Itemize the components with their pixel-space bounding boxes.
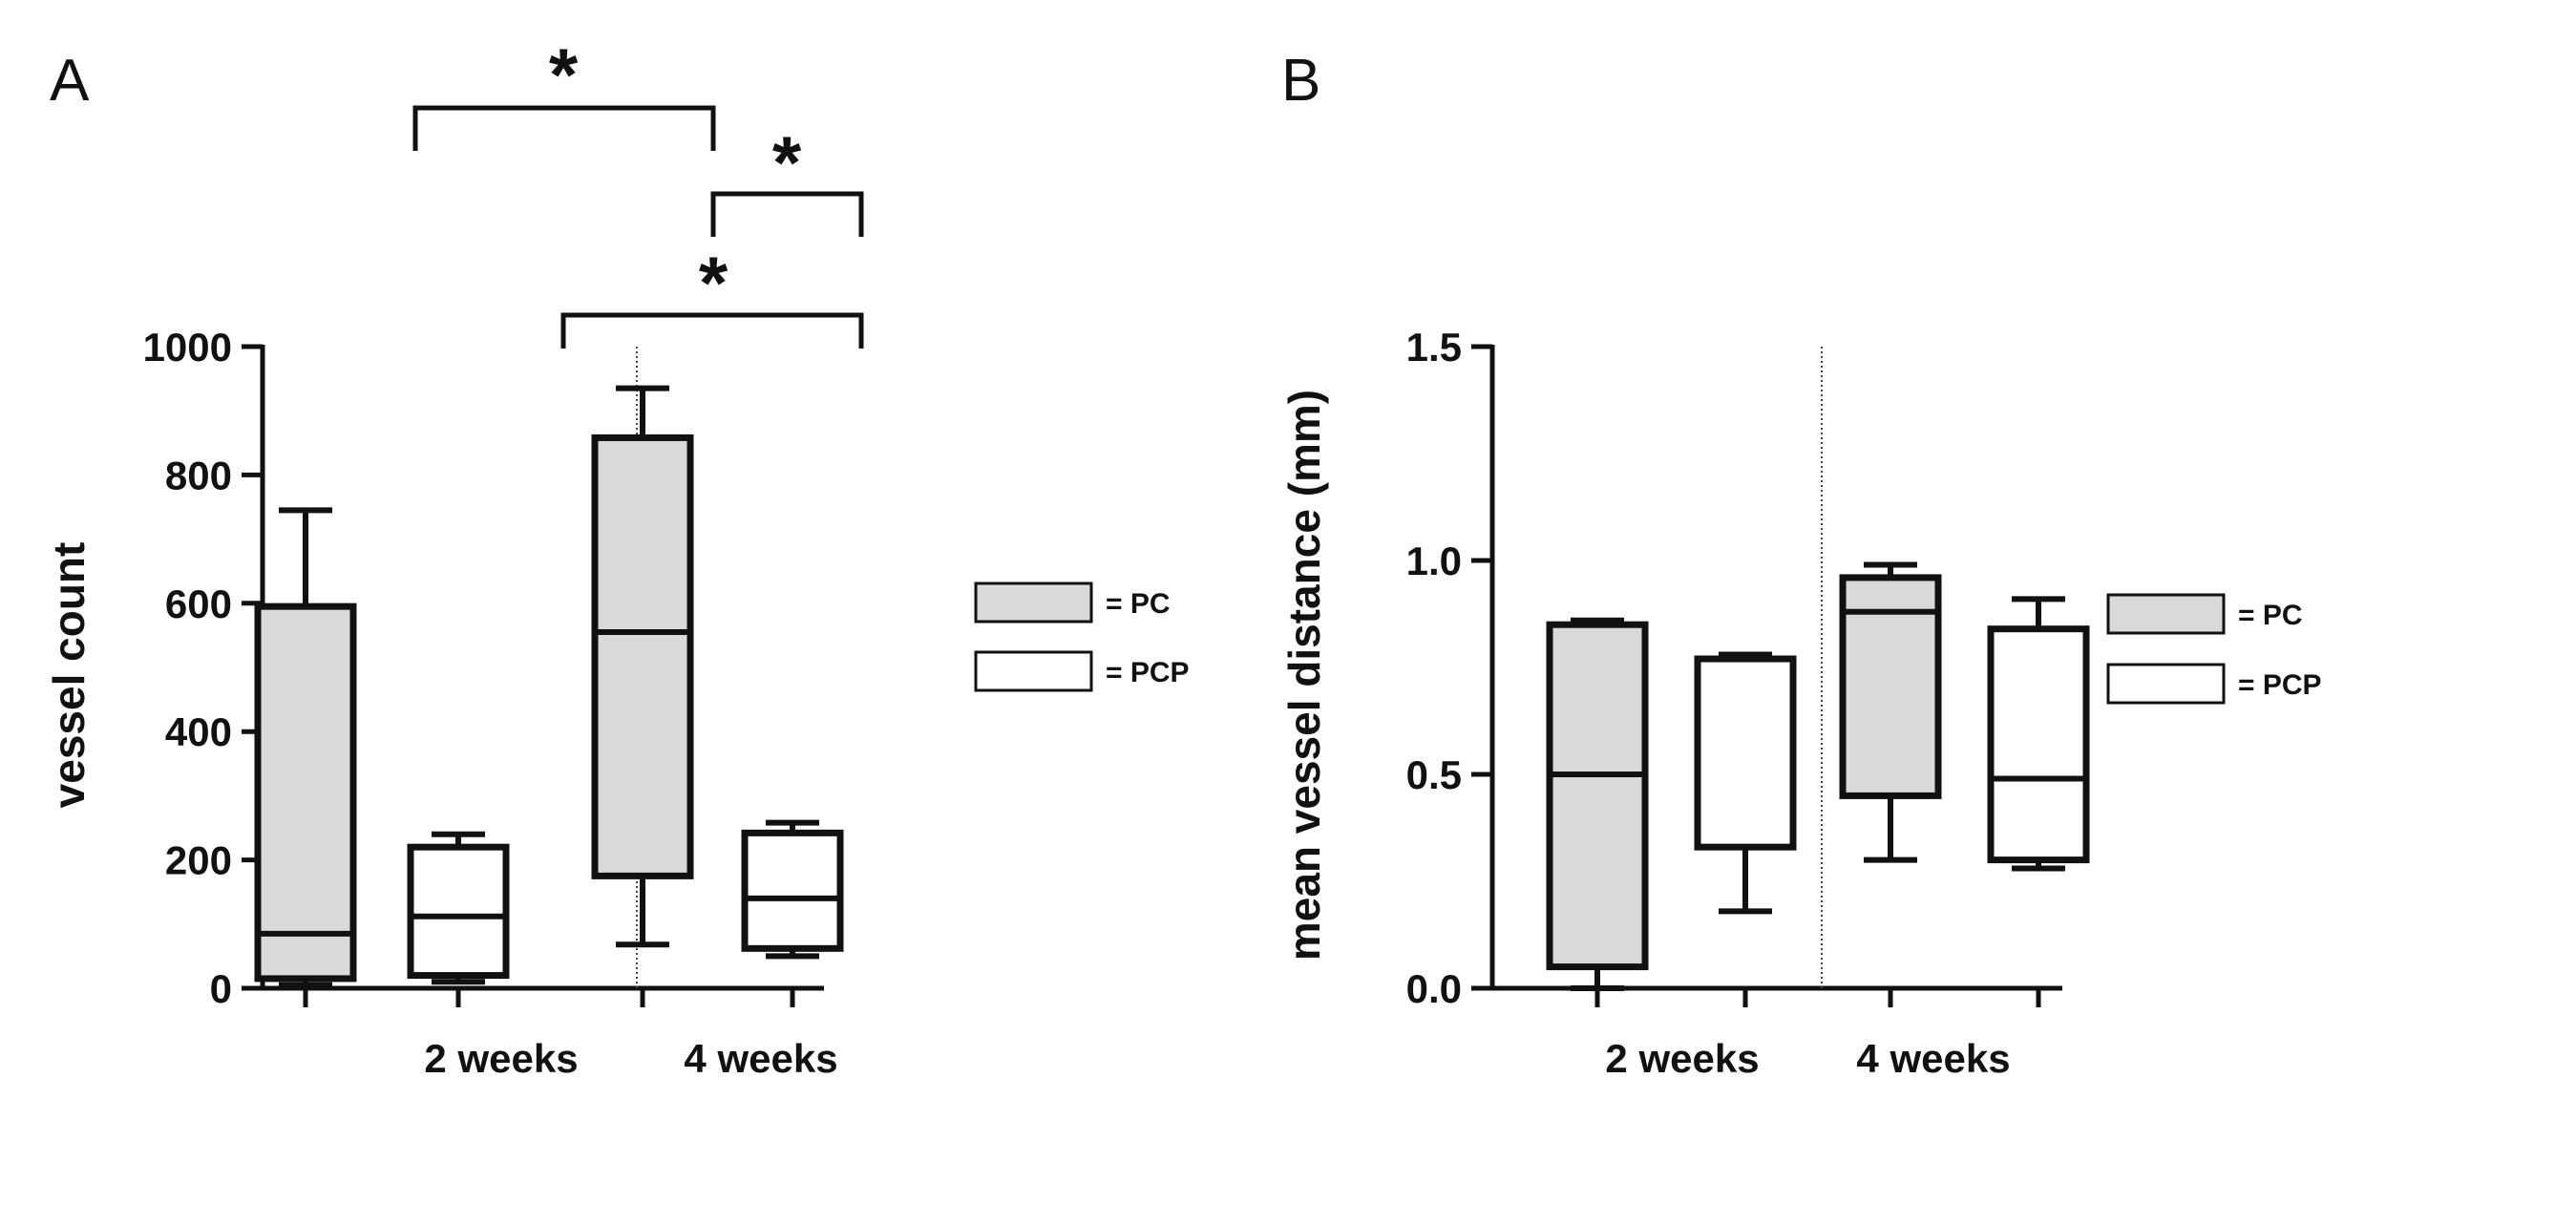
significance-bracket bbox=[710, 191, 864, 237]
box-body bbox=[1546, 621, 1649, 971]
y-tick-label: 1.0 bbox=[1406, 539, 1462, 583]
significance-bracket bbox=[560, 312, 864, 349]
significance-star: * bbox=[772, 120, 802, 204]
box-pcp-1 bbox=[1694, 651, 1797, 915]
x-category-label: 4 weeks bbox=[684, 1036, 837, 1081]
legend-swatch bbox=[974, 650, 1093, 692]
legend-swatch bbox=[2106, 593, 2226, 635]
box-pc-2 bbox=[591, 385, 694, 948]
y-tick-label: 0 bbox=[210, 966, 232, 1011]
panel-b: B mean vessel distance (mm) 0.0 0.5 1.0 1.5… bbox=[1279, 48, 2322, 1081]
y-axis-label-b: mean vessel distance (mm) bbox=[1279, 390, 1329, 961]
box-body bbox=[254, 602, 357, 983]
y-tick-label: 1.5 bbox=[1406, 325, 1462, 370]
box-pc-1 bbox=[254, 507, 357, 988]
box-pc-1 bbox=[1546, 617, 1649, 991]
box-body bbox=[407, 843, 510, 980]
legend-swatch bbox=[974, 581, 1093, 624]
panel-letter-b: B bbox=[1281, 48, 1320, 114]
x-category-label: 2 weeks bbox=[424, 1036, 578, 1081]
box-body bbox=[1694, 655, 1797, 851]
significance-bracket bbox=[412, 105, 716, 151]
box-pcp-1 bbox=[407, 831, 510, 985]
box-pcp-2 bbox=[741, 819, 844, 960]
significance-star: * bbox=[699, 241, 728, 325]
y-tick-label: 800 bbox=[165, 453, 232, 497]
legend-label: = PC bbox=[2238, 600, 2303, 631]
y-tick-label: 600 bbox=[165, 581, 232, 626]
box-body bbox=[591, 433, 694, 879]
legend-swatch bbox=[2106, 663, 2226, 705]
box-body bbox=[741, 829, 844, 952]
y-tick-label: 200 bbox=[165, 838, 232, 883]
x-category-label: 4 weeks bbox=[1856, 1036, 2010, 1081]
y-tick-label: 400 bbox=[165, 709, 232, 754]
y-axis-label-a: vessel count bbox=[44, 542, 94, 809]
legend-label: = PCP bbox=[2238, 669, 2322, 701]
box-body bbox=[1987, 625, 2090, 864]
y-tick-label: 0.0 bbox=[1406, 966, 1462, 1011]
legend-label: = PCP bbox=[1106, 657, 1190, 688]
significance-star: * bbox=[549, 32, 579, 116]
box-pcp-2 bbox=[1987, 596, 2090, 872]
y-tick-label: 0.5 bbox=[1406, 752, 1462, 797]
box-pc-2 bbox=[1839, 561, 1942, 863]
legend-label: = PC bbox=[1106, 588, 1171, 620]
panel-a: A vessel count 0 200 400 600 800 1000 2 weeks 4… bbox=[44, 32, 1190, 1081]
plot-area-b: 0.0 0.5 1.0 1.5 2 weeks 4 weeks = PC = PCP bbox=[1406, 325, 2322, 1081]
panel-letter-a: A bbox=[50, 48, 90, 114]
y-tick-label: 1000 bbox=[143, 325, 232, 370]
plot-area-a: 0 200 400 600 800 1000 2 weeks 4 weeks = PC = PCP… bbox=[143, 32, 1190, 1081]
x-category-label: 2 weeks bbox=[1605, 1036, 1759, 1081]
